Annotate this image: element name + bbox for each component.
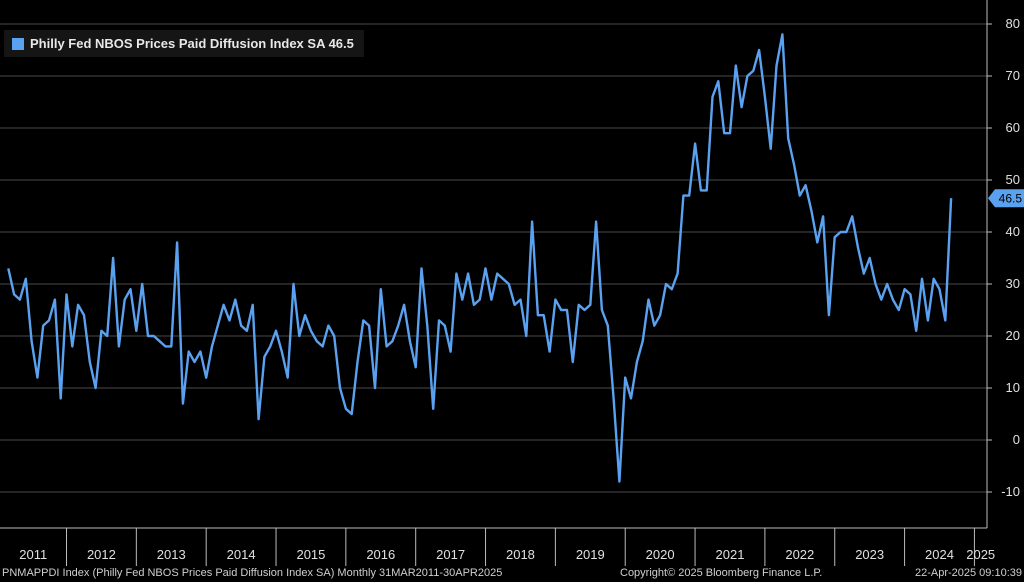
y-tick-label: 70	[1006, 68, 1020, 83]
legend-swatch	[12, 37, 24, 50]
y-tick-label: -10	[1001, 484, 1020, 499]
x-tick-label: 2023	[855, 547, 884, 562]
x-tick-label: 2022	[785, 547, 814, 562]
x-tick-label: 2012	[87, 547, 116, 562]
last-value-marker: 46.5	[988, 189, 1024, 208]
y-axis: -10 0 10 20 30 40 50 60 70 80	[986, 0, 1020, 528]
x-tick-label: 2019	[576, 547, 605, 562]
last-value-label: 46.5	[999, 192, 1023, 206]
x-tick-label: 2021	[716, 547, 745, 562]
gridlines	[0, 23, 987, 493]
x-tick-label: 2013	[157, 547, 186, 562]
legend: Philly Fed NBOS Prices Paid Diffusion In…	[4, 30, 364, 57]
footer-copyright: Copyright© 2025 Bloomberg Finance L.P.	[620, 567, 823, 579]
x-tick-label: 2016	[366, 547, 395, 562]
x-tick-label: 2015	[296, 547, 325, 562]
x-tick-label: 2011	[19, 547, 47, 562]
x-tick-label: 2018	[506, 547, 535, 562]
x-axis: 2011 2012 2013 2014 2015 2016 2017 2018 2019 2020…	[0, 527, 995, 566]
x-tick-label: 2020	[646, 547, 675, 562]
y-tick-label: 30	[1006, 276, 1020, 291]
x-tick-label: 2014	[227, 547, 256, 562]
series-line	[7, 33, 953, 483]
y-tick-label: 10	[1006, 380, 1020, 395]
legend-label: Philly Fed NBOS Prices Paid Diffusion In…	[30, 36, 354, 51]
x-tick-label: 2017	[436, 547, 465, 562]
y-tick-label: 50	[1006, 172, 1020, 187]
x-tick-label: 2024	[925, 547, 954, 562]
y-tick-label: 60	[1006, 120, 1020, 135]
x-tick-label: 2025	[966, 547, 995, 562]
footer-source: PNMAPPDI Index (Philly Fed NBOS Prices P…	[2, 567, 503, 579]
y-tick-label: 80	[1006, 16, 1020, 31]
y-tick-label: 0	[1013, 432, 1020, 447]
last-value-badge	[988, 189, 1024, 208]
footer-timestamp: 22-Apr-2025 09:10:39	[914, 567, 1022, 579]
series-layer	[7, 33, 953, 483]
y-tick-label: 20	[1006, 328, 1020, 343]
footer: PNMAPPDI Index (Philly Fed NBOS Prices P…	[0, 566, 1024, 582]
y-tick-label: 40	[1006, 224, 1020, 239]
